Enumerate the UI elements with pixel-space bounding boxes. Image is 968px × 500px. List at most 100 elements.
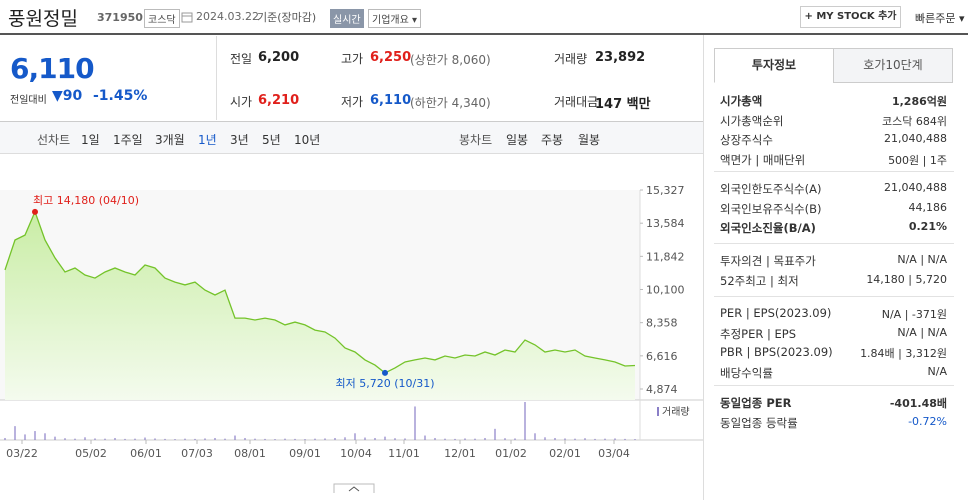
volume-bar	[614, 438, 616, 440]
x-tick-label: 07/03	[181, 447, 213, 460]
y-tick-label: 10,100	[646, 284, 685, 297]
volume-bar	[4, 437, 6, 440]
stat-label: 저가	[341, 95, 364, 109]
period-tab[interactable]: 10년	[294, 133, 321, 147]
volume-bar	[354, 433, 356, 440]
volume-bar	[184, 438, 186, 440]
panel-tab[interactable]: 호가10단계	[833, 48, 953, 83]
info-label: 추정PER | EPS	[720, 326, 797, 341]
x-tick-label: 11/01	[388, 447, 420, 460]
info-label: 52주최고 | 최저	[720, 273, 799, 288]
volume-bar	[94, 438, 96, 440]
period-tab[interactable]: 1주일	[113, 133, 143, 147]
quick-order-label: 빠른주문	[915, 12, 956, 25]
volume-bar	[634, 439, 636, 440]
y-tick-label: 13,584	[646, 217, 685, 230]
x-tick-label: 05/02	[75, 447, 107, 460]
panel-divider	[703, 35, 704, 500]
group-rule	[714, 385, 954, 386]
info-label: 시가총액순위	[720, 113, 784, 128]
volume-bar	[544, 437, 546, 440]
y-tick-label: 15,327	[646, 184, 685, 197]
calendar-icon	[181, 12, 193, 23]
info-label: 동일업종 PER	[720, 396, 792, 410]
x-tick-label: 10/04	[340, 447, 372, 460]
quick-order[interactable]: 빠른주문 ▾	[915, 12, 965, 25]
group-rule	[714, 171, 954, 172]
volume-bar	[304, 439, 306, 440]
volume-bar	[374, 437, 376, 440]
volume-bar	[574, 438, 576, 440]
volume-bar	[34, 431, 36, 440]
y-tick-label: 4,874	[646, 383, 678, 396]
period-tab[interactable]: 1일	[81, 133, 100, 147]
candle-tab[interactable]: 주봉	[541, 133, 564, 147]
volume-bar	[84, 437, 86, 440]
stat-value: 6,200	[258, 50, 300, 65]
stat-label: 고가	[341, 52, 364, 66]
volume-bar	[344, 437, 346, 440]
info-value: 44,186	[908, 200, 948, 214]
x-tick-label: 03/22	[6, 447, 38, 460]
candle-chart-label: 봉차트	[459, 133, 493, 147]
volume-bar	[114, 437, 116, 440]
stat-label: 시가	[230, 95, 253, 109]
volume-bar	[334, 437, 336, 440]
volume-bar	[164, 438, 166, 440]
info-value: 0.21%	[908, 220, 947, 233]
divider	[216, 36, 217, 120]
info-label: 시가총액	[720, 94, 763, 108]
stat-value: 6,210	[258, 93, 300, 108]
volume-bar	[284, 438, 286, 440]
info-value: -0.72%	[908, 414, 947, 428]
info-label: 외국인한도주식수(A)	[720, 182, 822, 196]
change-rate: -1.45%	[93, 88, 148, 104]
period-tab[interactable]: 3년	[230, 133, 249, 147]
candle-tab[interactable]: 일봉	[506, 133, 529, 147]
stat-value: 6,250	[370, 50, 412, 65]
volume-bar	[234, 435, 236, 440]
stock-name: 풍원정밀	[8, 8, 78, 30]
tab-bar	[0, 122, 703, 154]
period-tab[interactable]: 3개월	[155, 133, 185, 147]
volume-bar	[264, 438, 266, 440]
volume-bar	[434, 437, 436, 440]
change: ▼90	[52, 88, 83, 104]
volume-bar	[44, 433, 46, 440]
stat-note: (상한가 8,060)	[410, 53, 491, 67]
group-rule	[714, 243, 954, 244]
x-tick-label: 12/01	[444, 447, 476, 460]
panel-tab[interactable]: 투자정보	[714, 48, 834, 83]
candle-tab[interactable]: 월봉	[578, 133, 601, 147]
volume-bar	[494, 428, 496, 440]
volume-bar	[274, 439, 276, 440]
volume-bar	[254, 438, 256, 440]
period-tab[interactable]: 5년	[262, 133, 281, 147]
realtime-badge[interactable]: 실시간	[330, 9, 364, 28]
x-tick-label: 06/01	[130, 447, 162, 460]
info-label: PBR | BPS(2023.09)	[720, 345, 833, 359]
info-value: 500원 | 1주	[888, 153, 947, 167]
rule	[0, 121, 703, 122]
overview-dropdown[interactable]: 기업개요 ▾	[368, 9, 422, 28]
volume-bar	[14, 426, 16, 440]
info-label: 외국인보유주식수(B)	[720, 201, 822, 216]
collapse-button[interactable]	[333, 483, 375, 493]
info-value: 14,180 | 5,720	[866, 272, 947, 286]
volume-bar	[74, 438, 76, 440]
info-label: 배당수익률	[720, 365, 773, 380]
info-value: N/A | N/A	[897, 325, 947, 339]
mystock-button[interactable]: + MY STOCK 추가	[800, 6, 901, 28]
period-tab[interactable]: 1년	[198, 133, 217, 147]
info-value: 21,040,488	[884, 132, 947, 145]
stat-label: 거래량	[554, 52, 588, 66]
stat-label: 거래대금	[554, 95, 599, 109]
volume-bar	[144, 437, 146, 440]
volume-bar	[244, 437, 246, 440]
volume-bar	[294, 438, 296, 440]
info-value: 코스닥 684위	[882, 114, 947, 128]
basis: 기준(장마감)	[257, 11, 317, 24]
info-label: 상장주식수	[720, 133, 773, 147]
volume-bar	[404, 438, 406, 440]
